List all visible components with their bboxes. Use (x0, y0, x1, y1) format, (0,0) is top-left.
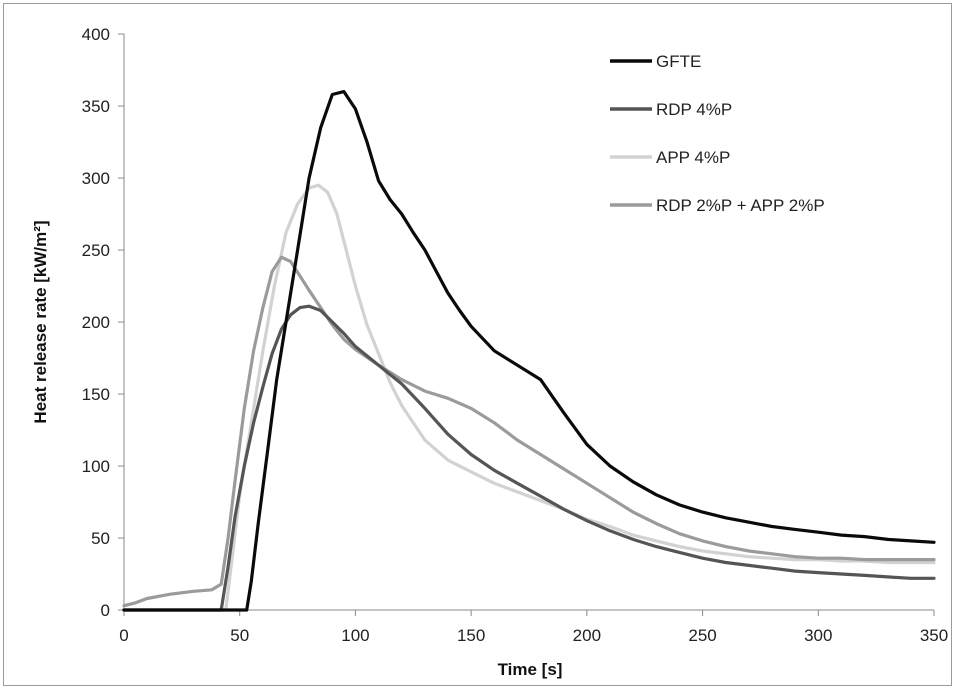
legend-label: GFTE (656, 52, 701, 71)
legend: GFTE RDP 4%P APP 4%P RDP 2%P + APP 2%P (610, 52, 825, 215)
x-tick-label: 50 (230, 626, 249, 645)
x-tick-label: 150 (457, 626, 485, 645)
y-tick-label: 200 (82, 313, 110, 332)
y-tick-label: 150 (82, 385, 110, 404)
series-line-2 (122, 183, 936, 612)
legend-label: RDP 2%P + APP 2%P (656, 196, 825, 215)
y-tick-label: 250 (82, 241, 110, 260)
series-line-3 (122, 255, 936, 608)
x-tick-label: 350 (920, 626, 948, 645)
y-tick-label: 0 (101, 601, 110, 620)
series-lines (122, 90, 936, 612)
x-tick-label: 300 (804, 626, 832, 645)
x-tick-label: 100 (341, 626, 369, 645)
y-tick-label: 100 (82, 457, 110, 476)
x-tick-label: 250 (688, 626, 716, 645)
y-tick-label: 400 (82, 25, 110, 44)
y-tick-label: 50 (91, 529, 110, 548)
x-tick-label: 0 (119, 626, 128, 645)
y-tick-label: 350 (82, 97, 110, 116)
legend-label: RDP 4%P (656, 100, 732, 119)
axes: 0 50 100 150 200 250 300 350 400 0 50 100 150 200 250 3… (82, 25, 949, 645)
y-tick-label: 300 (82, 169, 110, 188)
legend-label: APP 4%P (656, 148, 730, 167)
x-tick-label: 200 (573, 626, 601, 645)
series-line-1 (122, 304, 936, 612)
series-line-0 (122, 90, 936, 612)
y-axis-title: Heat release rate [kW/m²] (31, 220, 50, 423)
x-axis-title: Time [s] (498, 660, 563, 679)
